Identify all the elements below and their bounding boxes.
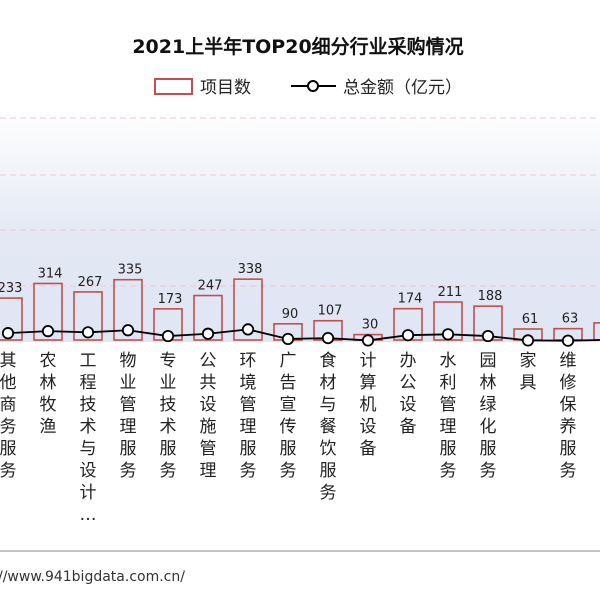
- amount-point: [441, 328, 455, 341]
- chart-title: 2021上半年TOP20细分行业采购情况: [132, 35, 463, 58]
- legend: 项目数 总金额（亿元）: [154, 78, 462, 98]
- amount-line-path: [7, 328, 600, 342]
- amount-point: [521, 334, 535, 347]
- source-text: //www.941bigdata.com.cn/: [0, 569, 185, 585]
- legend-line-label: 总金额（亿元）: [343, 78, 462, 98]
- category-label: 农林牧渔: [40, 351, 57, 437]
- bar: [233, 278, 263, 341]
- bar: [593, 322, 600, 341]
- bar-value-label: 173: [158, 292, 183, 307]
- category-label: 公共设施管理: [200, 351, 217, 481]
- bar-value-label: 30: [362, 318, 379, 333]
- amount-point: [121, 324, 135, 337]
- bar: [113, 278, 143, 341]
- amount-point: [481, 329, 495, 343]
- category-label: 物业管理服务: [120, 351, 137, 481]
- bar: [193, 294, 223, 341]
- bar-value-label: 61: [522, 312, 539, 327]
- category-label: 工程技术与设计…: [80, 351, 97, 525]
- category-label: 维修保养服务: [560, 351, 577, 481]
- amount-point: [201, 327, 215, 340]
- legend-bar-swatch: [154, 78, 193, 95]
- category-label: 食材与餐饮服务: [320, 351, 337, 503]
- bar: [33, 282, 63, 341]
- amount-point: [321, 331, 335, 345]
- amount-point: [161, 329, 175, 343]
- bar-value-label: 314: [38, 266, 63, 281]
- legend-bar-label: 项目数: [200, 78, 251, 98]
- bar-value-label: 247: [198, 279, 223, 294]
- amount-point: [281, 332, 295, 346]
- bar-value-label: 335: [118, 263, 143, 278]
- plot-band: [0, 110, 600, 342]
- amount-point: [81, 326, 95, 339]
- category-label: 其他商务服务: [0, 351, 17, 481]
- amount-point: [41, 325, 55, 338]
- category-label: 广告宣传服务: [280, 351, 297, 481]
- category-label: 办公设备: [400, 351, 417, 437]
- category-label: 园林绿化服务: [480, 351, 497, 481]
- amount-line: [1, 323, 600, 347]
- legend-line-marker: [307, 80, 319, 92]
- bar: [73, 291, 103, 341]
- amount-point: [241, 323, 255, 336]
- bar-value-labels: 233 314 267 335 173 247 338 90 107 30 174 211 188 61 6…: [0, 262, 579, 333]
- category-label: 专业技术服务: [160, 351, 177, 481]
- bar-value-label: 338: [238, 262, 263, 277]
- category-label: 家具: [520, 351, 537, 393]
- bar-value-label: 63: [562, 312, 579, 327]
- bar: [0, 297, 23, 341]
- grid-lines: [0, 117, 600, 287]
- amount-point: [1, 327, 15, 340]
- bar-value-label: 188: [478, 289, 503, 304]
- category-label: 计算机设备: [360, 351, 377, 459]
- category-label: 环境管理服务: [240, 351, 257, 481]
- bar-value-label: 233: [0, 281, 22, 296]
- amount-point: [361, 334, 375, 347]
- amount-point: [561, 334, 575, 347]
- bar-value-label: 90: [282, 307, 299, 322]
- bar-value-label: 107: [318, 304, 343, 319]
- category-label: 水利管理服务: [440, 351, 457, 481]
- category-labels: 其他商务服务 农林牧渔 工程技术与设计… 物业管理服务 专业技术服务 公共设施管理 环境管理…: [0, 351, 600, 525]
- bar-value-label: 174: [398, 292, 423, 307]
- bar-value-label: 267: [78, 275, 103, 290]
- bar-value-label: 211: [438, 285, 463, 300]
- amount-point: [401, 329, 415, 342]
